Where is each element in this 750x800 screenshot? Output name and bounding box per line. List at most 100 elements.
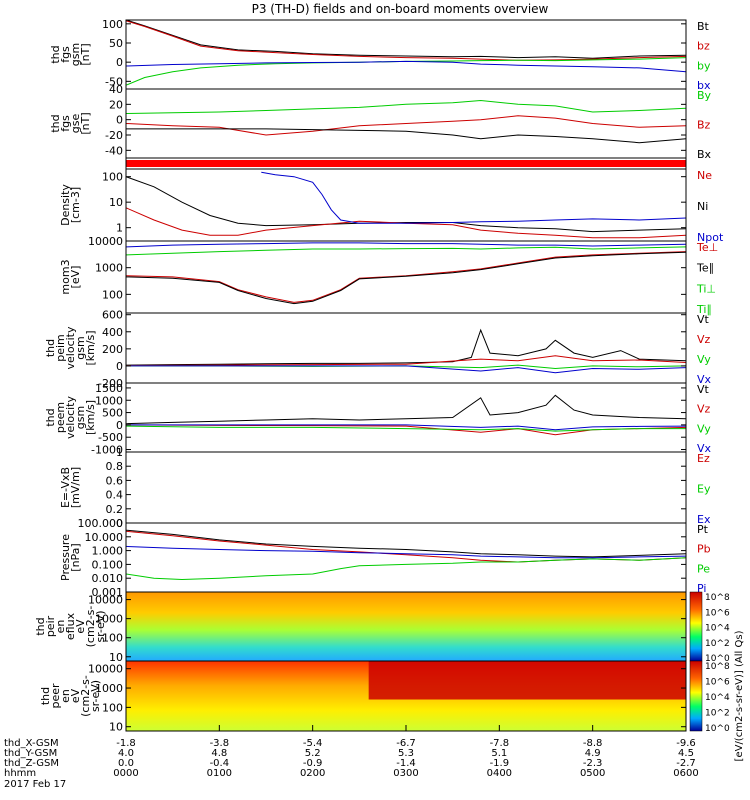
x-tick-label: 0300	[393, 768, 418, 779]
x-tick-label: 0200	[300, 768, 325, 779]
legend-entry: Pe	[697, 562, 710, 575]
spectrogram	[126, 592, 686, 661]
series-line-Te∥	[125, 251, 687, 305]
legend-entry: bz	[697, 40, 710, 53]
legend-entry: Bx	[697, 148, 712, 161]
x-tick-label: 4.8	[211, 748, 227, 759]
y-axis-label: mom3[eV]	[59, 259, 82, 294]
series-line-Vz	[125, 355, 687, 366]
x-tick-label: -1.9	[490, 758, 510, 769]
series-line-By	[125, 99, 687, 114]
legend-entry: Npot	[697, 231, 724, 244]
x-tick-label: 5.2	[305, 748, 321, 759]
legend-entry: bx	[697, 79, 711, 92]
x-tick-label: -8.8	[583, 738, 603, 749]
legend-entry: Ex	[697, 513, 711, 526]
series-line-Ti∥	[125, 246, 687, 256]
y-tick-label: 10000	[88, 594, 123, 607]
x-tick-label: 0000	[113, 768, 138, 779]
x-tick-label: 4.0	[118, 748, 134, 759]
x-row-label: thd_Z-GSM	[4, 758, 59, 769]
y-axis-label: thdpeimvelocitygsm[km/s]	[44, 326, 97, 369]
x-tick-label: -3.8	[210, 738, 230, 749]
panel-2	[125, 157, 687, 170]
y-tick-label: 1000	[95, 394, 123, 407]
y-tick-label: 50	[109, 37, 123, 50]
y-tick-label: 100	[102, 171, 123, 184]
x-tick-label: -9.6	[676, 738, 696, 749]
legend-entry: Pb	[697, 543, 711, 556]
y-tick-label: 0	[116, 517, 123, 530]
series-line-bx	[125, 60, 687, 73]
y-axis-label: thdpeereneV(cm2-s-sr-eV)	[39, 675, 102, 717]
legend-entry: Vt	[697, 383, 710, 396]
colorbar-label: 10^6	[705, 608, 730, 618]
y-tick-label: 1000	[95, 262, 123, 275]
x-tick-label: 0400	[487, 768, 512, 779]
series-line-Ti⊥	[125, 242, 687, 248]
series-line-Vt	[125, 394, 687, 425]
legend-entry: Pi	[697, 582, 706, 595]
series-line-Vy	[125, 425, 686, 432]
legend-entry: Ti∥	[696, 303, 712, 316]
y-tick-label: 20	[109, 98, 123, 111]
y-tick-label: -200	[98, 377, 123, 390]
series-line-Te⊥	[125, 251, 687, 303]
panel-1: 40 20 0 -20 -40 thdfgsgse[nT] By Bz Bx	[49, 83, 712, 161]
y-tick-label: 400	[102, 326, 123, 339]
x-tick-label: -7.8	[490, 738, 510, 749]
y-tick-label: -50	[105, 75, 123, 88]
y-tick-label: 1	[116, 222, 123, 235]
x-tick-label: -0.4	[210, 758, 230, 769]
x-row-label: thd_Y-GSM	[4, 748, 57, 759]
y-axis-label: Pressure[nPa]	[59, 534, 82, 581]
series-line-Pi	[125, 545, 687, 559]
panel-frame	[125, 382, 687, 453]
y-tick-label: 0.010	[92, 572, 124, 585]
y-tick-label: 1	[116, 446, 123, 459]
panel-0: 100 50 0 -50 thdfgsgsm[nT] Bt bz by bx	[49, 18, 711, 92]
series-line-Bx	[126, 128, 687, 144]
legend-entry: by	[697, 59, 711, 72]
panel-4: 10000 1000 100 mom3[eV] Te⊥ Te∥ Ti⊥ Ti∥	[59, 235, 718, 316]
x-tick-label: -0.9	[303, 758, 323, 769]
y-tick-label: 0.100	[92, 558, 124, 571]
x-tick-label: -1.4	[396, 758, 416, 769]
legend-entry: Vx	[697, 373, 712, 386]
panel-frame	[125, 312, 687, 384]
panel-9: 10000 1000 100 10thdpeirenefluxeV(cm2-s-sr-…	[34, 591, 730, 664]
legend-entry: Ni	[697, 200, 708, 213]
legend-entry: Te⊥	[696, 241, 718, 254]
panel-frame	[125, 451, 687, 524]
y-tick-label: 0	[116, 419, 123, 432]
x-tick-label: -5.4	[303, 738, 323, 749]
legend-entry: Vx	[697, 442, 712, 455]
y-tick-label: 500	[102, 407, 123, 420]
y-tick-label: 100	[102, 18, 123, 31]
series-line-Vx	[126, 424, 687, 431]
y-axis-label: Density[cm-3]	[59, 184, 82, 226]
series-line-Pt	[125, 529, 687, 558]
colorbar: 10^8 10^6 10^4 10^2 10^0	[689, 660, 730, 734]
y-tick-label: 0.001	[92, 586, 124, 599]
y-tick-label: 100	[102, 632, 123, 645]
series-line-Vt	[125, 328, 687, 366]
colorbar-label: 10^6	[705, 678, 730, 688]
y-tick-label: 0.6	[106, 474, 124, 487]
y-tick-label: 10	[109, 721, 123, 734]
panel-7: 10.80.6 0.40.20 E=-VxB[mV/m] Ez Ey Ex	[59, 446, 711, 530]
y-tick-label: 200	[102, 343, 123, 356]
y-tick-label: 600	[102, 309, 123, 322]
y-axis-label: thdfgsgsm[nT]	[49, 43, 92, 66]
panel-3: 100 10 1 Density[cm-3] Ne Ni Npot	[59, 168, 724, 244]
x-row-label: hhmm	[4, 768, 36, 779]
colorbar: 10^8 10^6 10^4 10^2 10^0	[689, 591, 730, 664]
y-axis-label: thdpeemvelocitygsm[km/s]	[44, 396, 97, 439]
legend-entry: Ey	[697, 483, 711, 496]
series-line-Bt	[125, 19, 687, 59]
colorbar-label: 10^8	[705, 593, 730, 603]
y-tick-label: -1000	[91, 444, 123, 457]
colorbar-label: 10^4	[705, 624, 730, 634]
